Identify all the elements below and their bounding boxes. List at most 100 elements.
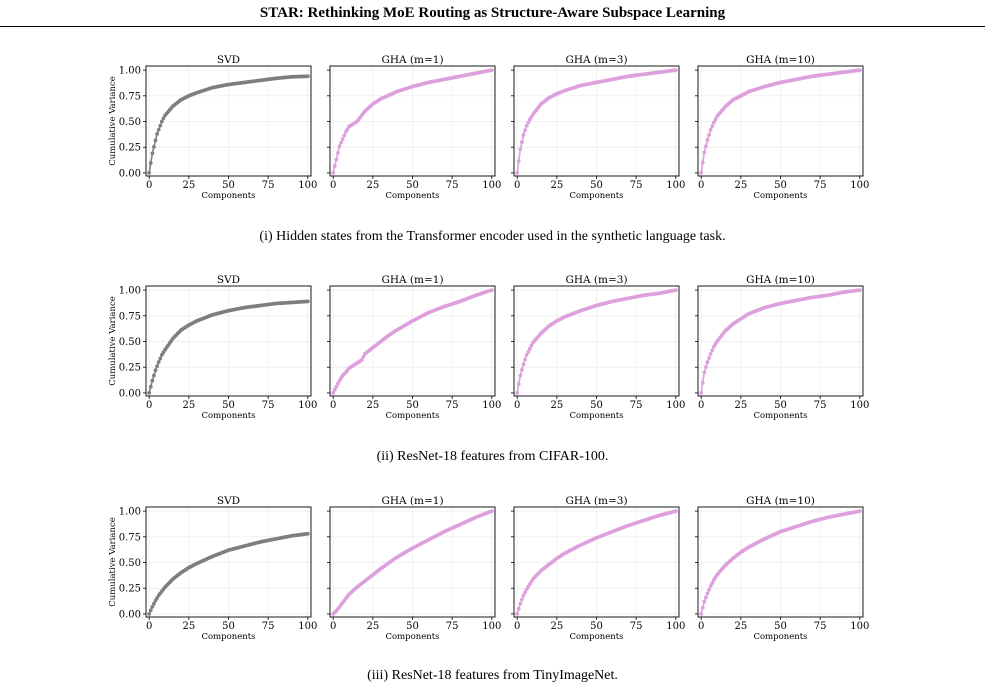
- r3-p4-title: GHA (m=10): [746, 495, 815, 507]
- r3-p1-x-tick-label: 0: [146, 621, 152, 632]
- r3-p4-data-point: [710, 581, 715, 585]
- r3-p1-data-point: [305, 531, 310, 536]
- r3-p3-data-point: [521, 593, 526, 598]
- r1-p2-data-point: [339, 140, 344, 145]
- r3-p3-data-point: [520, 597, 524, 602]
- r3-p2-x-tick-label: 25: [366, 621, 379, 632]
- r3-p4-x-tick-label: 0: [698, 621, 704, 632]
- r1-p2-x-axis-label: Components: [386, 191, 440, 201]
- r2-p1-data-point: [150, 378, 155, 383]
- row-3-plots: SVD 0 25 50 75 100 Components 0.00 0.25 0.50 0.75 1…: [108, 495, 869, 642]
- r2-p2-x-tick-label: 100: [482, 400, 501, 411]
- r2-p3-data-point: [518, 373, 523, 378]
- r1-p1-data-point: [147, 171, 152, 175]
- r2-p1-y-axis-label: Cumulative Variance: [108, 296, 118, 386]
- r2-p2-data-point: [332, 387, 337, 392]
- r2-p2-data-point: [489, 288, 494, 293]
- r2-p3-x-tick-label: 25: [550, 400, 563, 411]
- r3-p3-data-point: [518, 601, 523, 606]
- r1-p4-data-point: [702, 150, 707, 155]
- caption-row-1: (i) Hidden states from the Transformer e…: [259, 229, 726, 244]
- r2-p4-data-point: [702, 370, 707, 375]
- r1-p1-y-tick-label: 1.00: [119, 66, 141, 77]
- r1-p2-data-point: [332, 164, 337, 169]
- r1-p4-panel: GHA (m=10) 0 25 50 75 100 Components: [695, 54, 869, 201]
- page-header: STAR: Rethinking MoE Routing as Structur…: [0, 0, 985, 28]
- r2-p4-x-tick-label: 100: [850, 400, 869, 411]
- caption-row-2: (ii) ResNet-18 features from CIFAR-100.: [376, 449, 609, 464]
- r3-p3-x-tick-label: 75: [630, 621, 643, 632]
- r2-p3-data-point: [529, 343, 534, 348]
- r2-p2-title: GHA (m=1): [381, 274, 443, 286]
- r1-p2-x-tick-label: 25: [366, 180, 379, 191]
- r1-p3-data-point: [518, 147, 523, 152]
- r2-p4-panel: GHA (m=10) 0 25 50 75 100 Components: [695, 274, 869, 421]
- r1-p4-x-tick-label: 50: [774, 180, 787, 191]
- r2-p2-x-tick-label: 75: [446, 400, 459, 411]
- r1-p1-y-tick-label: 0.75: [119, 91, 141, 102]
- row-2-plots: SVD 0 25 50 75 100 Components 0.00 0.25 0.50 0.75 1…: [108, 274, 869, 421]
- r3-p1-panel: SVD 0 25 50 75 100 Components 0.00 0.25 0.50 0.75 1…: [108, 495, 317, 642]
- r3-p1-y-tick-label: 0.00: [119, 609, 141, 620]
- r3-p4-data-point: [708, 584, 713, 589]
- r1-p1-data-point: [150, 151, 155, 156]
- r2-p1-x-tick-label: 25: [182, 400, 195, 411]
- r2-p3-data-point: [526, 349, 531, 354]
- r2-p3-data-point: [520, 367, 524, 372]
- r2-p4-data-point: [708, 351, 713, 356]
- r2-p1-x-tick-label: 75: [262, 400, 275, 411]
- r2-p4-x-tick-label: 50: [774, 400, 787, 411]
- r2-p1-y-tick-label: 0.00: [119, 388, 141, 399]
- r1-p2-data-point: [334, 157, 339, 162]
- r3-p1-y-tick-label: 0.25: [119, 584, 141, 595]
- r1-p3-title: GHA (m=3): [565, 54, 627, 66]
- r2-p1-panel: SVD 0 25 50 75 100 Components 0.00 0.25 0.50 0.75 1…: [108, 274, 317, 421]
- r1-p4-title: GHA (m=10): [746, 54, 815, 66]
- r3-p4-data-point: [700, 605, 705, 610]
- r1-p1-x-tick-label: 100: [298, 180, 317, 191]
- r3-p2-x-tick-label: 50: [406, 621, 419, 632]
- r3-p1-data-point: [148, 608, 153, 613]
- r1-p3-data-point: [521, 132, 526, 137]
- r3-p1-data-point: [152, 601, 156, 606]
- r1-p1-data-point: [155, 131, 160, 136]
- r1-p1-data-point: [156, 127, 161, 132]
- r2-p1-x-axis-label: Components: [202, 411, 256, 421]
- r3-p2-x-tick-label: 75: [446, 621, 459, 632]
- r3-p1-data-point: [150, 604, 155, 609]
- r2-p2-data-point: [334, 384, 339, 389]
- r2-p3-data-point: [673, 288, 678, 293]
- r3-p1-y-tick-label: 0.75: [119, 532, 141, 543]
- r1-p2-data-point: [337, 144, 342, 149]
- r2-p1-data-point: [155, 364, 160, 369]
- r3-p4-x-tick-label: 100: [850, 621, 869, 632]
- r2-p4-data-point: [857, 288, 862, 293]
- r3-p1-x-axis-label: Components: [202, 632, 256, 642]
- r1-p1-x-tick-label: 75: [262, 180, 275, 191]
- r1-p4-data-point: [708, 127, 713, 132]
- r3-p1-y-tick-label: 1.00: [119, 507, 141, 518]
- r3-p4-data-point: [705, 591, 710, 596]
- r2-p1-data-point: [156, 360, 161, 364]
- r1-p4-data-point: [713, 117, 718, 122]
- r2-p4-x-tick-label: 25: [734, 400, 747, 411]
- r2-p1-data-point: [305, 299, 310, 304]
- r1-p1-title: SVD: [217, 54, 240, 66]
- r3-p3-data-point: [515, 612, 520, 616]
- r3-p4-data-point: [704, 595, 708, 600]
- r1-p1-data-point: [158, 123, 163, 128]
- r3-p4-x-axis-label: Components: [754, 632, 808, 642]
- r1-p2-x-tick-label: 75: [446, 180, 459, 191]
- r2-p3-data-point: [515, 391, 520, 395]
- r2-p1-y-tick-label: 0.75: [119, 311, 141, 322]
- r1-p3-data-point: [673, 68, 678, 73]
- r1-p2-data-point: [340, 137, 345, 141]
- r1-p3-x-tick-label: 25: [550, 180, 563, 191]
- r3-p3-x-tick-label: 25: [550, 621, 563, 632]
- r3-p2-x-tick-label: 100: [482, 621, 501, 632]
- r1-p2-x-tick-label: 50: [406, 180, 419, 191]
- r1-p4-x-tick-label: 100: [850, 180, 869, 191]
- r1-p2-title: GHA (m=1): [381, 54, 443, 66]
- r1-p3-data-point: [516, 159, 521, 163]
- r2-p1-y-tick-label: 1.00: [119, 286, 141, 297]
